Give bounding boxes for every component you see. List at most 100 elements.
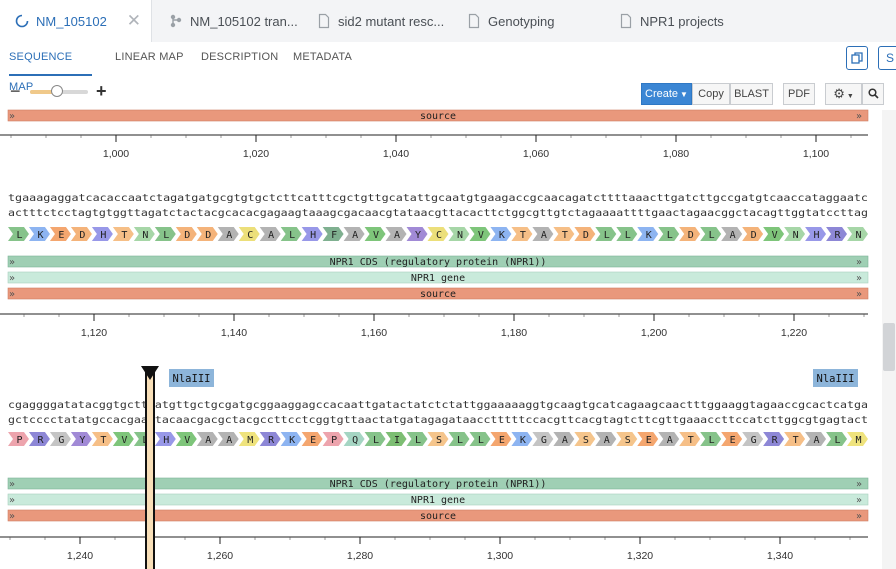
tab-transcript[interactable]: NM_105102 tran... (152, 0, 302, 42)
feature-source-bar[interactable] (7, 287, 869, 300)
amino-acid-E (301, 432, 323, 446)
amino-acid-label: A (352, 230, 358, 241)
amino-acid-label: A (226, 435, 232, 446)
amino-acid-label: G (58, 435, 64, 446)
caret-down-icon: ▼ (680, 90, 688, 99)
amino-acid-A (217, 432, 239, 446)
search-icon (867, 88, 879, 102)
amino-acid-A (259, 227, 281, 241)
amino-acid-label: F (331, 230, 337, 241)
amino-acid-E (637, 432, 659, 446)
copy-window-button[interactable] (846, 46, 868, 70)
copy-icon (851, 52, 863, 67)
amino-acid-T (679, 432, 701, 446)
amino-acid-A (658, 432, 680, 446)
restriction-site-nlaiii[interactable] (169, 369, 214, 387)
tab-label: NM_105102 tran... (190, 13, 298, 29)
amino-acid-label: V (184, 435, 190, 446)
blast-button[interactable]: BLAST (730, 83, 773, 105)
amino-acid-T (91, 432, 113, 446)
amino-acid-label: Q (352, 435, 358, 446)
amino-acid-A (595, 432, 617, 446)
tab-genotyping[interactable]: Genotyping (452, 0, 604, 42)
feature-direction-icon: » (856, 511, 862, 522)
cursor-handle-icon[interactable] (141, 366, 159, 380)
amino-acid-S (574, 432, 596, 446)
zoom-slider-handle[interactable] (51, 85, 64, 97)
tab-label: NM_105102 (36, 13, 107, 29)
zoom-slider-track[interactable] (30, 85, 88, 97)
amino-acid-P (322, 432, 344, 446)
amino-acid-C (427, 227, 449, 241)
feature-cds-bar[interactable] (7, 477, 869, 490)
amino-acid-V (763, 227, 785, 241)
amino-acid-L (595, 227, 617, 241)
feature-direction-icon: » (9, 289, 15, 300)
ruler-label: 1,100 (803, 148, 829, 160)
amino-acid-label: Y (79, 435, 85, 446)
amino-acid-label: D (79, 230, 85, 241)
tab-linear-map[interactable]: LINEAR MAP (115, 51, 184, 63)
feature-gene-bar[interactable] (7, 271, 869, 284)
amino-acid-label: H (163, 435, 169, 446)
amino-acid-label: H (310, 230, 316, 241)
amino-acid-L (280, 227, 302, 241)
search-button[interactable] (862, 83, 884, 105)
pdf-button[interactable]: PDF (783, 83, 815, 105)
feature-label: NPR1 gene (411, 273, 465, 284)
tab-metadata[interactable]: METADATA (293, 51, 353, 63)
amino-acid-L (700, 227, 722, 241)
amino-acid-label: E (499, 435, 505, 446)
tab-sid2-mutant[interactable]: sid2 mutant resc... (302, 0, 452, 42)
close-icon[interactable]: ✕ (126, 11, 141, 30)
amino-acid-G (532, 432, 554, 446)
amino-acid-label: A (730, 230, 736, 241)
amino-acid-label: L (373, 435, 379, 446)
amino-acid-H (301, 227, 323, 241)
feature-direction-icon: » (9, 495, 15, 506)
amino-acid-label: E (730, 435, 736, 446)
amino-acid-D (175, 227, 197, 241)
ruler-label: 1,140 (221, 327, 247, 339)
share-button[interactable]: S (878, 46, 896, 70)
amino-acid-label: R (772, 435, 779, 446)
amino-acid-K (28, 227, 50, 241)
feature-direction-icon: » (856, 479, 862, 490)
gear-icon: ⚙ (833, 86, 845, 101)
amino-acid-label: G (751, 435, 757, 446)
create-button[interactable]: Create ▼ (641, 83, 692, 105)
zoom-out-button[interactable]: − (10, 81, 21, 101)
tab-npr1-projects[interactable]: NPR1 projects (604, 0, 764, 42)
settings-button[interactable]: ⚙ ▼ (825, 83, 862, 105)
amino-acid-label: A (667, 435, 673, 446)
amino-acid-label: L (835, 435, 841, 446)
amino-acid-L (406, 432, 428, 446)
tab-nm-105102[interactable]: NM_105102 ✕ (0, 0, 152, 42)
feature-gene-bar[interactable] (7, 493, 869, 506)
amino-acid-L (826, 432, 848, 446)
amino-acid-D (742, 227, 764, 241)
tab-sequence-map[interactable]: SEQUENCE MAP (9, 42, 92, 93)
ruler-label: 1,200 (641, 327, 667, 339)
feature-direction-icon: » (9, 257, 15, 268)
amino-acid-label: T (793, 435, 799, 446)
scrollbar-thumb[interactable] (883, 323, 895, 371)
feature-cds-bar[interactable] (7, 255, 869, 268)
amino-acid-N (133, 227, 155, 241)
amino-acid-A (196, 432, 218, 446)
feature-source-bar[interactable] (7, 509, 869, 522)
amino-acid-T (511, 227, 533, 241)
sequence-forward-strand: cgaggggatatacggtgcttcatgttgctgcgatgcggaa… (8, 400, 868, 411)
amino-acid-H (154, 432, 176, 446)
tab-description[interactable]: DESCRIPTION (201, 51, 279, 63)
amino-acid-E (49, 227, 71, 241)
feature-source-bar[interactable] (7, 109, 869, 122)
amino-acid-label: D (688, 230, 694, 241)
restriction-site-nlaiii[interactable] (813, 369, 858, 387)
ruler-label: 1,120 (81, 327, 107, 339)
copy-button[interactable]: Copy (692, 83, 730, 105)
amino-acid-I (385, 432, 407, 446)
zoom-in-button[interactable]: + (96, 81, 107, 101)
tab-label: NPR1 projects (640, 13, 724, 29)
amino-acid-D (70, 227, 92, 241)
